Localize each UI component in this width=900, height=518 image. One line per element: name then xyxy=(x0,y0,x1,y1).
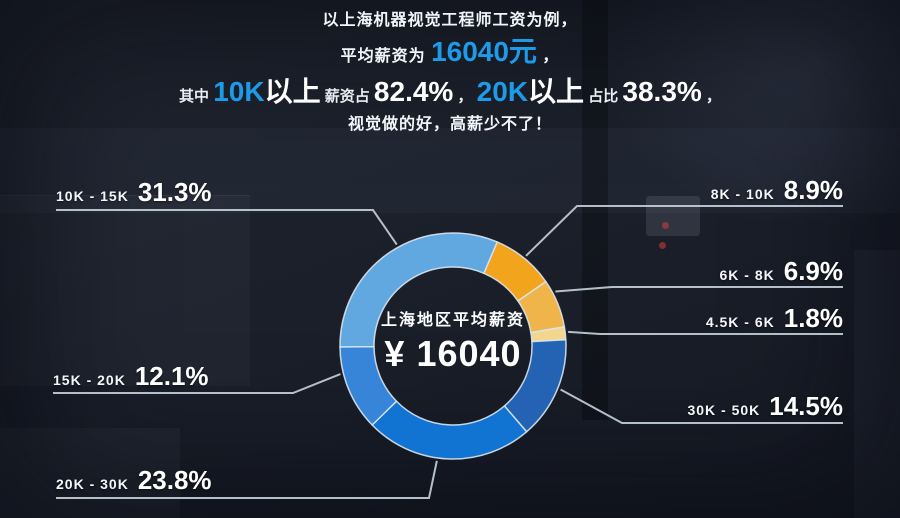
header-line4: 视觉做的好，高薪少不了！ xyxy=(347,116,552,133)
segment-label-4-5k-6k: 4.5K - 6K 1.8% xyxy=(706,303,843,334)
pct-text: 23.8% xyxy=(137,465,212,495)
pct-above-20k: 38.3% xyxy=(622,76,702,107)
callout-line-6K-8K xyxy=(555,286,843,293)
callout-line-8K-10K xyxy=(525,205,843,257)
line3-text: 占比 xyxy=(584,88,623,105)
pct-text: 31.3% xyxy=(137,177,212,207)
range-text: 15K - 20K xyxy=(53,372,126,388)
highlight-10k-suffix: 以上 xyxy=(264,76,321,107)
donut-center-title: 上海地区平均薪资 xyxy=(380,312,526,329)
highlight-20k-suffix: 以上 xyxy=(528,76,585,107)
segment-label-15k-20k: 15K - 20K 12.1% xyxy=(53,361,209,392)
donut-segment-20K-30K xyxy=(371,400,528,460)
line3-text: 薪资占 xyxy=(320,88,374,105)
pct-text: 1.8% xyxy=(783,303,843,333)
line3-end: ， xyxy=(701,88,721,105)
avg-salary-value: 16040元 xyxy=(431,36,537,67)
avg-salary-prefix: 平均薪资为 xyxy=(340,48,432,65)
callout-line-4.5K-6K xyxy=(568,330,843,335)
header-line1: 以上海机器视觉工程师工资为例， xyxy=(322,12,578,29)
avg-salary-suffix: ， xyxy=(536,48,560,65)
range-text: 10K - 15K xyxy=(56,188,129,204)
highlight-10k: 10K xyxy=(213,76,265,107)
segment-label-30k-50k: 30K - 50K 14.5% xyxy=(687,391,843,422)
callout-line-10K-15K xyxy=(56,209,398,246)
header-line3: 其中 10K以上 薪资占 82.4% ， 20K以上 占比 38.3% ， xyxy=(0,70,900,110)
pct-text: 12.1% xyxy=(134,361,209,391)
segment-label-20k-30k: 20K - 30K 23.8% xyxy=(56,465,212,496)
line3-text: 其中 xyxy=(179,88,214,105)
pct-text: 8.9% xyxy=(783,175,843,205)
header-line2: 平均薪资为 16040元 ， xyxy=(0,30,900,70)
range-text: 6K - 8K xyxy=(719,267,775,283)
segment-label-8k-10k: 8K - 10K 8.9% xyxy=(711,175,843,206)
donut-center-value: ¥ 16040 xyxy=(384,333,522,374)
range-text: 4.5K - 6K xyxy=(705,314,775,330)
segment-label-10k-15k: 10K - 15K 31.3% xyxy=(56,177,212,208)
segment-label-6k-8k: 6K - 8K 6.9% xyxy=(720,256,844,287)
callout-line-20K-30K xyxy=(56,460,438,499)
callout-line-30K-50K xyxy=(560,388,843,424)
range-text: 20K - 30K xyxy=(56,476,129,492)
callout-line-15K-20K xyxy=(53,373,341,394)
pct-above-10k: 82.4% xyxy=(373,76,454,107)
donut-center-label: 上海地区平均薪资 ¥ 16040 xyxy=(381,306,525,375)
donut-segment-10K-15K xyxy=(339,232,498,348)
pct-text: 14.5% xyxy=(769,391,843,421)
line3-separator: ， xyxy=(453,88,477,105)
highlight-20k: 20K xyxy=(476,76,529,107)
pct-text: 6.9% xyxy=(783,256,843,286)
header-text-block: 以上海机器视觉工程师工资为例， 平均薪资为 16040元 ， 其中 10K以上 … xyxy=(0,6,900,134)
range-text: 8K - 10K xyxy=(710,186,775,202)
range-text: 30K - 50K xyxy=(687,402,761,418)
